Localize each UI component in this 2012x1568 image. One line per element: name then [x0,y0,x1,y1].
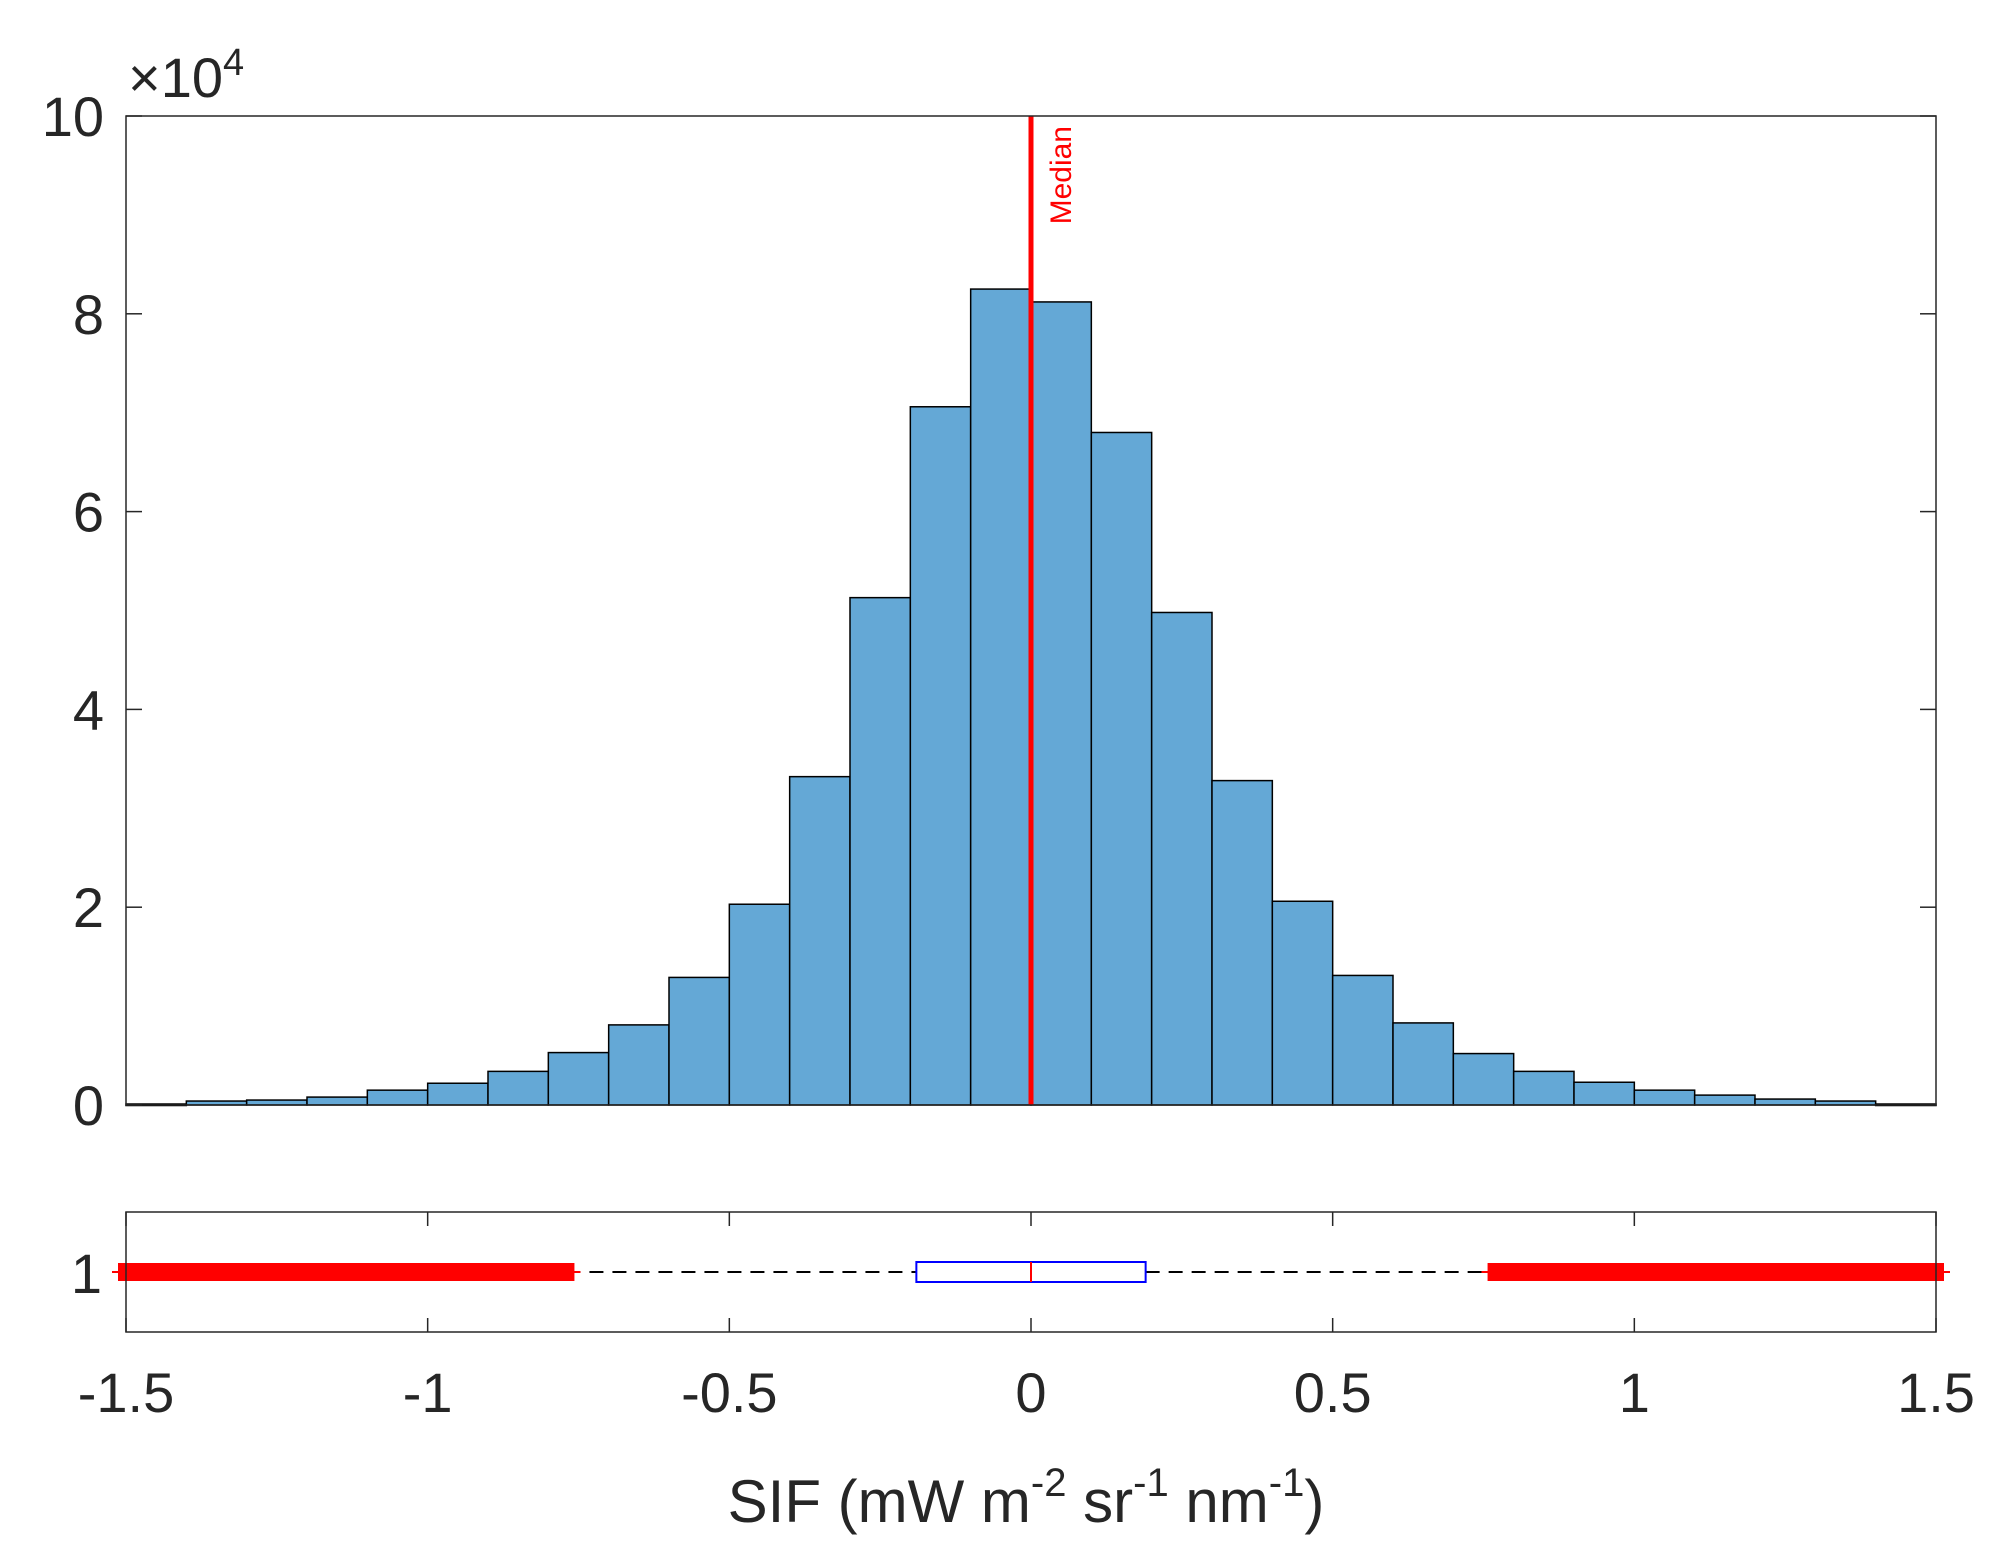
histogram-bar [1090,431,1153,1106]
histogram-bar [1331,974,1394,1106]
xlabel-sup1: -2 [1031,1461,1067,1505]
xlabel-mid1: sr [1067,1468,1134,1535]
histogram-bars [125,288,1937,1107]
histogram-bar [668,976,731,1106]
histogram-bar [969,288,1032,1106]
histogram-bar [487,1070,550,1106]
x-tick-label: -0.5 [681,1361,778,1424]
boxplot-panel: -1.5 -1 -0.5 0 0.5 1 1.5 1 SIF (mW m-2 sr-1 nm… [71,1211,1975,1535]
histogram-bar [1512,1070,1575,1106]
xlabel-suffix: ) [1304,1468,1324,1535]
histogram-bar [1150,611,1213,1106]
boxplot-axes-box [125,1211,1937,1333]
y-tick-label: 8 [73,283,104,346]
histogram-bar [849,596,912,1106]
y-tick-label: 0 [73,1074,104,1137]
y-exponent-label: ×104 [128,42,244,109]
histogram-bar [1573,1081,1636,1106]
x-tick-label: -1.5 [78,1361,175,1424]
histogram-bar [1452,1052,1515,1106]
histogram-bar [1754,1098,1817,1106]
x-tick-label: 0.5 [1294,1361,1372,1424]
histogram-bar [1392,1022,1455,1106]
histogram-bar [607,1024,670,1106]
histogram-bar [788,775,851,1106]
histogram-y-ticks: 0 2 4 6 8 10 [42,85,1936,1137]
histogram-bar [728,903,791,1106]
histogram-bar [1271,900,1334,1106]
xlabel-mid2: nm [1169,1468,1269,1535]
y-tick-label: 10 [42,85,104,148]
xlabel-sup3: -1 [1269,1461,1305,1505]
histogram-bar [306,1096,369,1106]
histogram-axes-box [125,115,1937,1106]
median-marker: Median [1028,116,1078,1105]
xlabel-prefix: SIF (mW m [728,1468,1031,1535]
x-tick-label: 1.5 [1897,1361,1975,1424]
histogram-bar [1633,1089,1696,1106]
histogram-bar [909,406,972,1106]
y-tick-label: 4 [73,678,104,741]
y-tick-label: 6 [73,481,104,544]
x-tick-label: 1 [1619,1361,1650,1424]
xlabel-sup2: -1 [1133,1461,1169,1505]
x-axis-title: SIF (mW m-2 sr-1 nm-1) [728,1461,1325,1535]
histogram-bar [426,1082,489,1106]
boxplot-y-tick-label: 1 [71,1242,102,1305]
x-tick-label: 0 [1015,1361,1046,1424]
boxplot-elements [112,1261,1950,1283]
median-label: Median [1045,126,1078,224]
y-multiplier: ×10 [128,46,223,109]
histogram-bar [1693,1094,1756,1106]
x-tick-label: -1 [403,1361,453,1424]
y-exponent: 4 [223,42,244,84]
histogram-bar [547,1051,610,1106]
y-tick-label: 2 [73,876,104,939]
histogram-bar [1030,301,1093,1106]
histogram-bar [1211,779,1274,1106]
boxplot-x-ticks: -1.5 -1 -0.5 0 0.5 1 1.5 [78,1212,1975,1424]
histogram-bar [366,1089,429,1106]
